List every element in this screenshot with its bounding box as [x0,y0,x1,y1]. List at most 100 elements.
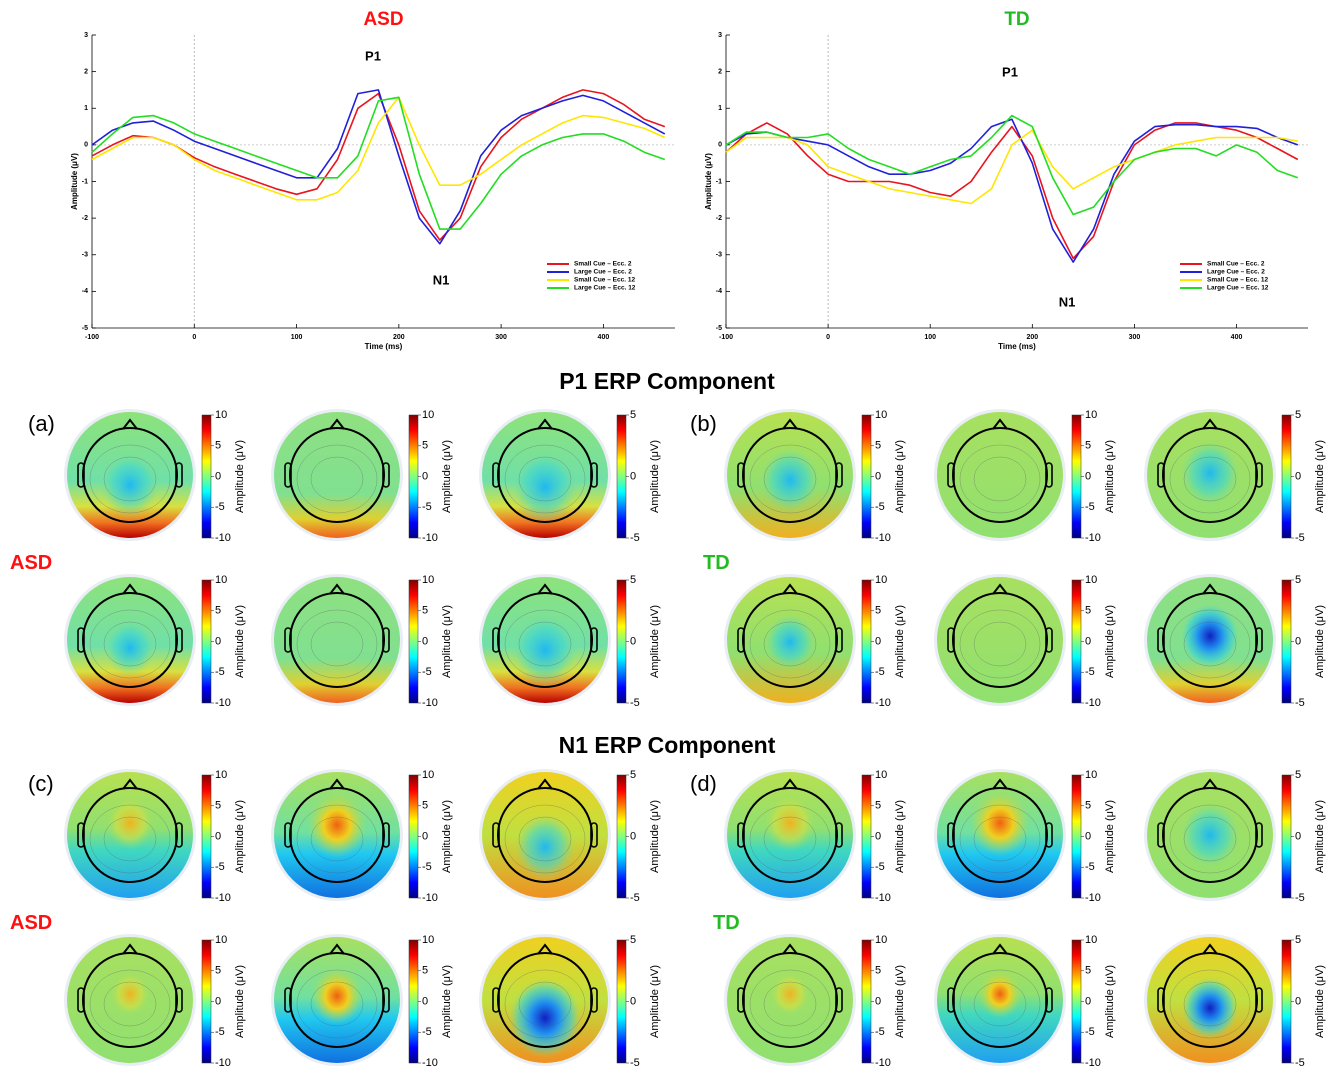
ear [1255,462,1263,488]
contour [518,456,572,502]
contour [1183,816,1237,862]
colorbar [1071,579,1082,704]
colorbar-tick-label: -5 [630,697,640,709]
colorbar [861,414,872,539]
colorbar-tick-label: -10 [875,1057,891,1067]
head-outline [1162,427,1258,523]
ear [1255,822,1263,848]
colorbar-tick-label: 5 [1085,965,1091,977]
topomap [1144,769,1276,901]
ear [492,822,500,848]
colorbar [1281,774,1292,899]
contour [1169,804,1251,874]
colorbar-tick-label: 0 [875,470,881,482]
contour [763,816,817,862]
nose [329,778,345,790]
colorbar-tick-label: -5 [630,532,640,544]
colorbar-label: Amplitude (μV) [234,800,246,873]
contour [959,969,1041,1039]
contour [310,816,364,862]
nose [1202,943,1218,955]
colorbar-tick-label: 10 [1085,409,1097,421]
x-tick-label: 300 [1129,334,1141,341]
scalp-blob [511,449,579,525]
nose [992,778,1008,790]
colorbar [1281,414,1292,539]
scalp-blob [1180,440,1240,506]
topomap [724,574,856,706]
colorbar-label: Amplitude (μV) [649,440,661,513]
annotation: P1 [365,48,381,63]
contour [518,621,572,667]
nose [1202,583,1218,595]
colorbar-tick-label: 5 [630,934,636,946]
colorbar-label: Amplitude (μV) [1314,965,1326,1038]
colorbar-tick-label: 0 [875,995,881,1007]
head-outline [742,592,838,688]
contour [518,816,572,862]
contour [749,969,831,1039]
contour [504,609,586,679]
colorbar-tick-label: 10 [422,934,434,946]
contour [103,621,157,667]
colorbar-tick-label: -10 [1085,532,1101,544]
group-label: TD [713,912,740,934]
colorbar-tick-label: -5 [422,501,432,513]
scalp-map [274,412,400,538]
head-outline [742,427,838,523]
colorbar [616,774,627,899]
ear [284,627,292,653]
ear [590,822,598,848]
contour [89,444,171,514]
ear [175,462,183,488]
ear [737,462,745,488]
scalp-blob [511,612,579,688]
colorbar-tick-label: 10 [875,409,887,421]
colorbar-label: Amplitude (μV) [441,440,453,513]
head-outline [1162,592,1258,688]
contour [310,621,364,667]
ear [382,462,390,488]
colorbar-tick-label: 5 [422,605,428,617]
head-outline [497,787,593,883]
colorbar-tick-label: 10 [215,574,227,586]
scalp-blob [515,814,575,880]
colorbar-tick-label: 0 [1085,470,1091,482]
y-tick-label: 1 [84,105,88,112]
topomap [1144,574,1276,706]
x-axis-label: Time (ms) [998,342,1036,351]
colorbar-tick-label: 5 [1085,440,1091,452]
topomap [934,409,1066,541]
colorbar-tick-label: -5 [1295,532,1305,544]
contour [1183,981,1237,1027]
ear [737,627,745,653]
colorbar-tick-label: 0 [1085,830,1091,842]
colorbar-tick-label: -5 [1085,666,1095,678]
colorbar-tick-label: 0 [422,470,428,482]
colorbar [408,939,419,1064]
colorbar-tick-label: -5 [875,1026,885,1038]
y-tick-label: 1 [718,105,722,112]
contour [103,816,157,862]
nose [1202,418,1218,430]
contour [518,981,572,1027]
nose [329,583,345,595]
colorbar-tick-label: -5 [1085,1026,1095,1038]
head-outline [952,427,1048,523]
group-label: ASD [10,912,52,934]
nose [122,943,138,955]
colorbar-label: Amplitude (μV) [234,965,246,1038]
colorbar [201,579,212,704]
colorbar [861,774,872,899]
colorbar-tick-label: 10 [215,934,227,946]
colorbar-tick-label: 5 [422,440,428,452]
colorbar-tick-label: 0 [1085,995,1091,1007]
colorbar-tick-label: 5 [215,800,221,812]
ear [284,822,292,848]
colorbar [616,414,627,539]
y-axis-label: Amplitude (μV) [70,153,79,210]
colorbar-tick-label: 0 [1295,470,1301,482]
series-line [91,89,666,245]
colorbar-tick-label: -5 [215,1026,225,1038]
